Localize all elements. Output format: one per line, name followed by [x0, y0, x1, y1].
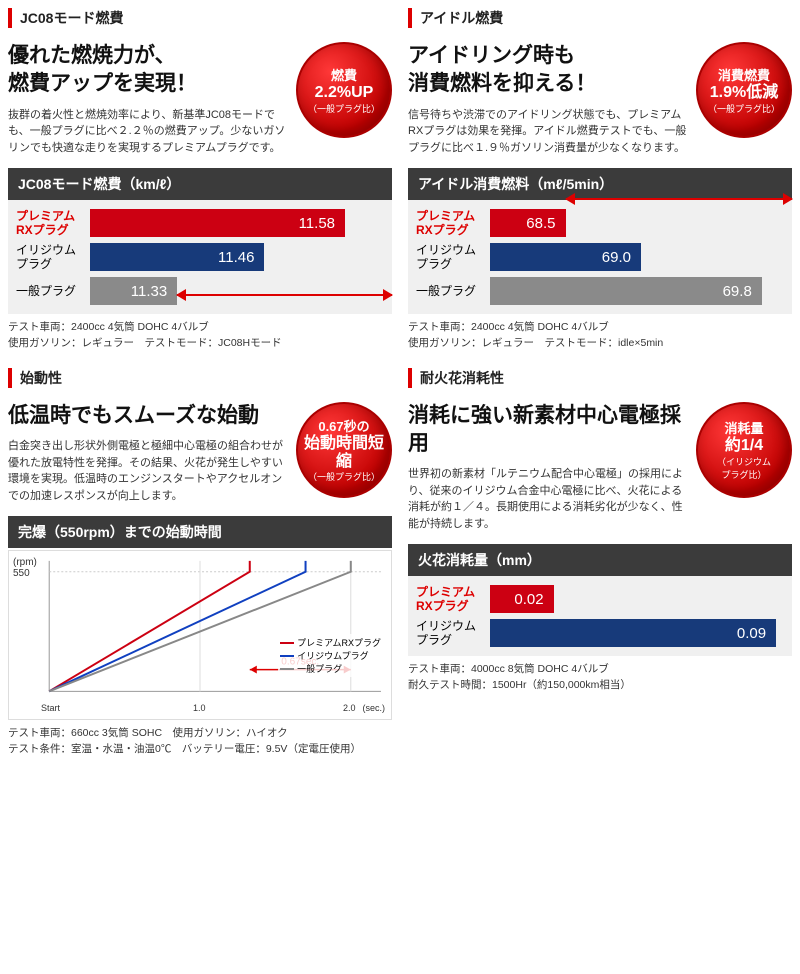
bar-fill: 11.58 [90, 209, 345, 237]
bar-chart: プレミアムRXプラグ0.02イリジウムプラグ0.09 [408, 576, 792, 656]
bar-label: プレミアムRXプラグ [8, 209, 90, 238]
section-title: 始動性 [8, 368, 392, 388]
headline: 低温時でもスムーズな始動 [8, 402, 288, 430]
chart-title: JC08モード燃費（km/ℓ） [8, 168, 392, 200]
bar-chart: プレミアムRXプラグ68.5イリジウムプラグ69.0一般プラグ69.8 [408, 200, 792, 314]
footnote: テスト車両：4000cc 8気筒 DOHC 4バルブ耐久テスト時間：1500Hr… [408, 662, 792, 694]
chart-title: 火花消耗量（mm） [408, 544, 792, 576]
bar-fill: 0.02 [490, 585, 554, 613]
description: 白金突き出し形状外側電極と極細中心電極の組合わせが優れた放電特性を発揮。その結果… [8, 438, 288, 504]
bar-row: プレミアムRXプラグ68.5 [408, 208, 792, 238]
description: 抜群の着火性と燃焼効率により、新基準JC08モードでも、一般プラグに比べ２.２％… [8, 107, 288, 157]
bar-chart: プレミアムRXプラグ11.58イリジウムプラグ11.46一般プラグ11.33 [8, 200, 392, 314]
bar-fill: 69.8 [490, 277, 762, 305]
bar-label: イリジウムプラグ [408, 619, 490, 648]
chart-title: 完爆（550rpm）までの始動時間 [8, 516, 392, 548]
comparison-arrow [177, 294, 392, 296]
bar-row: 一般プラグ11.33 [8, 276, 392, 306]
footnote: テスト車両：2400cc 4気筒 DOHC 4バルブ使用ガソリン：レギュラー テ… [408, 320, 792, 352]
section-title: 耐火花消耗性 [408, 368, 792, 388]
bar-row: イリジウムプラグ69.0 [408, 242, 792, 272]
panel: 始動性低温時でもスムーズな始動白金突き出し形状外側電極と極細中心電極の組合わせが… [8, 368, 392, 758]
section-title: JC08モード燃費 [8, 8, 392, 28]
bar-label: イリジウムプラグ [408, 243, 490, 272]
badge: 消耗量約1/4（イリジウムプラグ比） [696, 402, 792, 498]
bar-label: プレミアムRXプラグ [408, 209, 490, 238]
bar-fill: 68.5 [490, 209, 566, 237]
bar-row: イリジウムプラグ0.09 [408, 618, 792, 648]
bar-label: イリジウムプラグ [8, 243, 90, 272]
footnote: テスト車両：660cc 3気筒 SOHC 使用ガソリン：ハイオクテスト条件：室温… [8, 726, 392, 758]
chart-title: アイドル消費燃料（mℓ/5min） [408, 168, 792, 200]
bar-fill: 11.33 [90, 277, 177, 305]
badge: 消費燃費1.9%低減（一般プラグ比） [696, 42, 792, 138]
panel: JC08モード燃費優れた燃焼力が、燃費アップを実現！ 抜群の着火性と燃焼効率により… [8, 8, 392, 352]
headline: 消耗に強い新素材中心電極採用 [408, 402, 688, 459]
section-title: アイドル燃費 [408, 8, 792, 28]
description: 世界初の新素材「ルテニウム配合中心電極」の採用により、従来のイリジウム合金中心電… [408, 466, 688, 532]
bar-row: 一般プラグ69.8 [408, 276, 792, 306]
line-chart: 0.67sec.(rpm)550Start1.02.0(sec.)プレミアムRX… [8, 550, 392, 720]
panel: 耐火花消耗性消耗に強い新素材中心電極採用世界初の新素材「ルテニウム配合中心電極」… [408, 368, 792, 758]
bar-row: プレミアムRXプラグ11.58 [8, 208, 392, 238]
bar-label: プレミアムRXプラグ [408, 585, 490, 614]
bar-label: 一般プラグ [8, 284, 90, 298]
bar-label: 一般プラグ [408, 284, 490, 298]
bar-fill: 11.46 [90, 243, 264, 271]
badge: 0.67秒の始動時間短縮（一般プラグ比） [296, 402, 392, 498]
bar-fill: 0.09 [490, 619, 776, 647]
bar-row: プレミアムRXプラグ0.02 [408, 584, 792, 614]
legend: プレミアムRXプラグイリジウムプラグ一般プラグ [278, 634, 383, 677]
description: 信号待ちや渋滞でのアイドリング状態でも、プレミアムRXプラグは効果を発揮。アイド… [408, 107, 688, 157]
badge: 燃費2.2%UP（一般プラグ比） [296, 42, 392, 138]
comparison-arrow [566, 198, 793, 200]
bar-fill: 69.0 [490, 243, 641, 271]
panel: アイドル燃費アイドリング時も消費燃料を抑える！ 信号待ちや渋滞でのアイドリング状態… [408, 8, 792, 352]
bar-row: イリジウムプラグ11.46 [8, 242, 392, 272]
headline: アイドリング時も消費燃料を抑える！ [408, 42, 688, 99]
headline: 優れた燃焼力が、燃費アップを実現！ [8, 42, 288, 99]
footnote: テスト車両：2400cc 4気筒 DOHC 4バルブ使用ガソリン：レギュラー テ… [8, 320, 392, 352]
